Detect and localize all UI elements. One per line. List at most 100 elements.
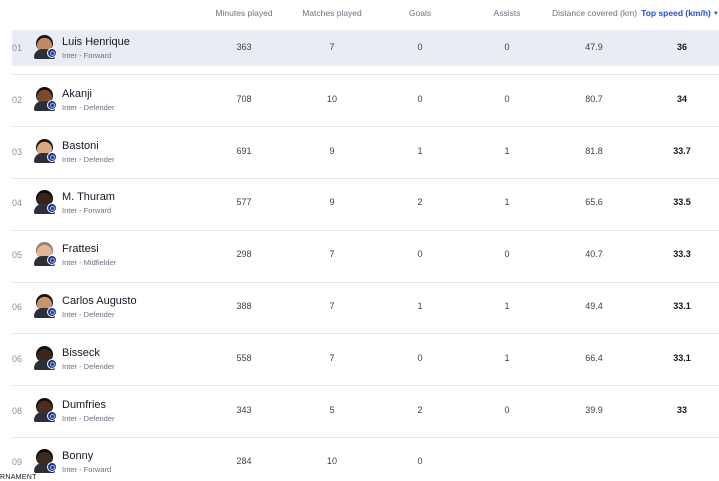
player-rank: 05 <box>12 250 23 261</box>
player-shirt <box>34 359 55 370</box>
table-row[interactable]: 09 Bonny Inter - Forward 284 10 0 <box>12 444 719 480</box>
player-name[interactable]: Akanji <box>62 87 92 100</box>
matches-played-value: 10 <box>326 456 337 467</box>
header-minutes-played[interactable]: Minutes played <box>215 8 273 18</box>
minutes-played-value: 298 <box>236 249 252 260</box>
player-name[interactable]: Bonny <box>62 450 94 463</box>
distance-covered-value: 65.6 <box>585 197 603 208</box>
player-avatar <box>34 345 57 370</box>
assists-value: 1 <box>504 352 510 363</box>
player-photo <box>36 345 53 363</box>
minutes-played-value: 708 <box>236 93 252 104</box>
player-rank: 04 <box>12 198 23 209</box>
player-avatar <box>34 449 57 474</box>
player-team-position: Inter - Defender <box>62 310 115 319</box>
player-rank: 03 <box>12 146 23 157</box>
top-speed-value: 33.7 <box>673 145 691 156</box>
row-divider <box>12 333 719 335</box>
table-row[interactable]: 08 Dumfries Inter - Defender 343 5 2 0 3… <box>12 393 719 429</box>
player-team-position: Inter - Forward <box>62 51 112 60</box>
matches-played-value: 9 <box>329 145 335 156</box>
header-top-speed-label: Top speed (km/h) <box>641 8 711 18</box>
row-divider <box>12 177 719 179</box>
player-shirt <box>34 100 55 111</box>
player-photo <box>36 86 53 104</box>
player-name[interactable]: M. Thuram <box>62 191 115 204</box>
matches-played-value: 9 <box>329 197 335 208</box>
player-rank: 02 <box>12 94 23 105</box>
header-distance-covered[interactable]: Distance covered (km) <box>552 8 638 18</box>
table-header: Minutes played Matches played Goals Assi… <box>0 0 719 28</box>
distance-covered-value: 49.4 <box>585 301 603 311</box>
distance-covered-value: 39.9 <box>585 404 603 415</box>
matches-played-value: 7 <box>329 352 335 363</box>
player-rank: 08 <box>12 405 23 416</box>
player-photo <box>36 242 53 260</box>
minutes-played-value: 363 <box>236 42 252 52</box>
matches-played-value: 7 <box>329 249 335 260</box>
player-name[interactable]: Carlos Augusto <box>62 295 137 307</box>
header-assists[interactable]: Assists <box>493 8 521 18</box>
player-team-position: Inter - Defender <box>62 102 115 112</box>
matches-played-value: 10 <box>326 93 337 104</box>
player-name[interactable]: Frattesi <box>62 243 99 256</box>
assists-value: 1 <box>504 197 510 208</box>
inter-crest-icon <box>47 358 57 369</box>
player-shirt <box>34 49 55 59</box>
player-shirt <box>34 308 55 318</box>
table-row[interactable]: 06 Bisseck Inter - Defender 558 7 0 1 66… <box>12 341 719 377</box>
table-row[interactable]: 06 Carlos Augusto Inter - Defender 388 7… <box>12 289 719 325</box>
minutes-played-value: 343 <box>236 404 252 415</box>
inter-crest-icon <box>47 307 57 317</box>
player-avatar <box>34 190 57 215</box>
footer-partial-text: RNAMENT <box>0 474 37 481</box>
table-row[interactable]: 05 Frattesi Inter - Midfielder 298 7 0 0… <box>12 237 719 273</box>
table-row[interactable]: 03 Bastoni Inter - Defender 691 9 1 1 81… <box>12 134 719 170</box>
player-team-position: Inter - Forward <box>62 465 112 475</box>
player-name[interactable]: Dumfries <box>62 398 107 411</box>
distance-covered-value: 47.9 <box>585 42 603 52</box>
player-photo <box>36 35 53 52</box>
player-rank: 06 <box>12 302 23 312</box>
top-speed-value: 33 <box>676 404 687 415</box>
table-row[interactable]: 04 M. Thuram Inter - Forward 577 9 2 1 6… <box>12 185 719 221</box>
player-shirt <box>34 204 55 215</box>
player-team-position: Inter - Defender <box>62 154 115 164</box>
goals-value: 1 <box>417 145 423 156</box>
goals-value: 0 <box>417 249 423 260</box>
minutes-played-value: 691 <box>236 145 252 156</box>
top-speed-value: 33.3 <box>673 249 691 260</box>
goals-value: 0 <box>417 456 423 467</box>
header-goals[interactable]: Goals <box>408 8 432 18</box>
distance-covered-value: 80.7 <box>585 93 603 104</box>
minutes-played-value: 388 <box>236 301 252 311</box>
minutes-played-value: 577 <box>236 197 252 208</box>
table-row[interactable]: 02 Akanji Inter - Defender 708 10 0 0 80… <box>12 82 719 118</box>
player-name[interactable]: Luis Henrique <box>62 36 130 48</box>
top-speed-value: 36 <box>676 42 687 52</box>
player-avatar <box>34 138 57 163</box>
matches-played-value: 7 <box>329 301 335 311</box>
minutes-played-value: 284 <box>236 456 252 467</box>
inter-crest-icon <box>47 203 57 214</box>
player-avatar <box>34 86 57 111</box>
player-name[interactable]: Bastoni <box>62 139 99 152</box>
player-shirt <box>34 411 55 422</box>
row-divider <box>12 436 719 438</box>
player-name[interactable]: Bisseck <box>62 346 100 359</box>
table-row[interactable]: 01 Luis Henrique Inter - Forward 363 7 0… <box>12 30 719 66</box>
player-team-position: Inter - Defender <box>62 361 115 371</box>
matches-played-value: 5 <box>329 404 335 415</box>
top-speed-value: 33.5 <box>673 197 691 208</box>
top-speed-value: 33.1 <box>673 301 691 311</box>
assists-value: 0 <box>504 42 510 52</box>
header-top-speed[interactable]: Top speed (km/h) ▼ <box>641 8 719 18</box>
player-avatar <box>34 242 57 267</box>
inter-crest-icon <box>47 48 57 58</box>
player-avatar <box>34 294 57 318</box>
distance-covered-value: 81.8 <box>585 145 603 156</box>
goals-value: 2 <box>417 197 423 208</box>
distance-covered-value: 66.4 <box>585 352 603 363</box>
player-rank: 01 <box>12 43 23 53</box>
header-matches-played[interactable]: Matches played <box>302 8 362 18</box>
